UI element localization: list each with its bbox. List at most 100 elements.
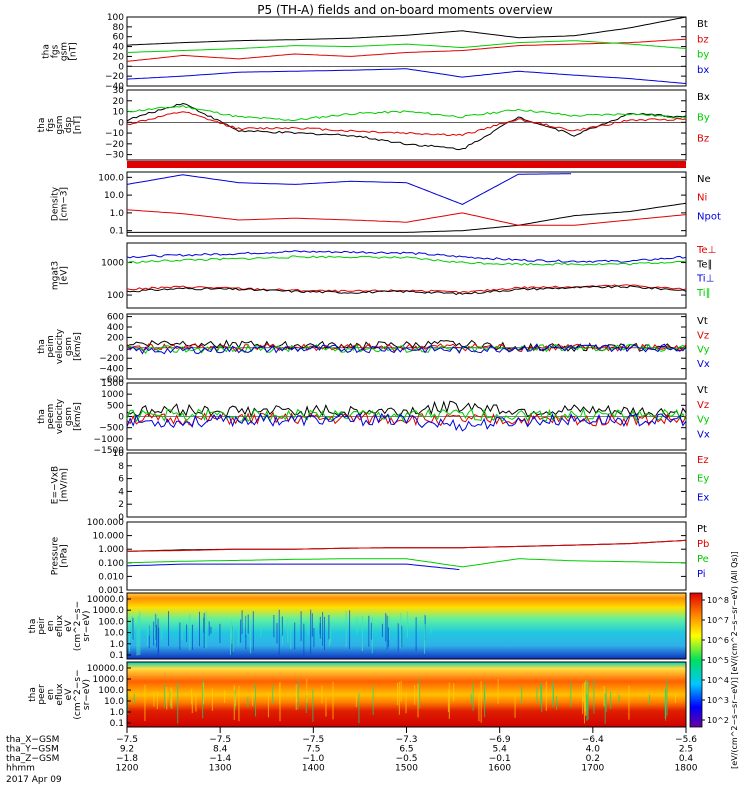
series-line-Bx — [126, 102, 687, 151]
ytick-label: 1000 — [101, 259, 124, 269]
series-line-Ne — [127, 202, 687, 233]
ytick-label: 0 — [118, 513, 124, 523]
ytick-label: −1500 — [94, 446, 125, 456]
xaxis-value: −1.4 — [209, 754, 231, 764]
colorbar — [689, 592, 703, 728]
ylabel-electron_spectrogram: (cm^2−s− — [73, 669, 83, 719]
ylabel-electron_velocity: [km/s] — [73, 402, 83, 431]
series-line-bx — [126, 68, 687, 84]
ytick-label: 60 — [113, 33, 125, 43]
ytick-label: −10 — [105, 129, 124, 139]
ytick-label: 10.0 — [104, 697, 124, 707]
ytick-label: 1.0 — [110, 708, 125, 718]
xaxis-value: 1200 — [116, 764, 139, 774]
ytick-label: 1000.0 — [93, 606, 125, 616]
mode-bar — [127, 161, 686, 168]
ylabel-temperature: [eV] — [60, 266, 70, 285]
ytick-label: 600 — [107, 313, 124, 323]
series-line-Pi — [126, 563, 460, 571]
ytick-label: 100.0 — [98, 173, 124, 183]
xaxis-row-label: tha_Y−GSM — [6, 745, 59, 755]
ylabel-fgs_comp: dsp — [64, 117, 74, 133]
ytick-label: 100 — [107, 13, 124, 23]
ylabel-fgs_comp: fgs — [46, 118, 56, 132]
ytick-label: 100.0 — [98, 686, 124, 696]
ytick-label: −500 — [99, 424, 124, 434]
ylabel-ion_velocity: peim — [46, 335, 56, 358]
xaxis-value: −0.1 — [489, 754, 511, 764]
ylabel-ion_spectrogram: (cm^2−s− — [73, 601, 83, 651]
xaxis-row-label: tha_Z−GSM — [6, 754, 59, 764]
ytick-label: 20 — [113, 52, 125, 62]
xaxis-value: 1700 — [581, 764, 604, 774]
legend-efield-Ey: Ey — [697, 474, 709, 485]
ylabel-electron_velocity: gsm — [64, 407, 74, 426]
ylabel-ion_spectrogram: tha — [28, 619, 38, 634]
ylabel-fgs_comp: tha — [37, 118, 47, 133]
ytick-label: 100.0 — [98, 617, 124, 627]
xaxis-value: 2.5 — [679, 745, 693, 755]
ytick-label: 10 — [113, 108, 125, 118]
xaxis-value: 4.0 — [586, 745, 601, 755]
ylabel-ion_spectrogram: peir — [37, 617, 47, 635]
xaxis-value: 1600 — [488, 764, 511, 774]
ytick-label: 100 — [107, 291, 124, 301]
ylabel-pressure: [nPa] — [60, 544, 70, 567]
ytick-label: −20 — [105, 72, 124, 82]
series-line-Ni — [126, 209, 687, 226]
ytick-label: −200 — [99, 354, 124, 364]
xaxis-value: 8.4 — [213, 745, 228, 755]
ylabel-ion_velocity: gsm — [64, 337, 74, 356]
ytick-label: 10.000 — [93, 532, 125, 542]
ytick-label: 0.001 — [98, 586, 124, 596]
series-line-Pe — [126, 558, 687, 568]
xaxis-value: −6.4 — [582, 735, 604, 745]
xaxis-value: 0.2 — [586, 754, 600, 764]
ylabel-ion_spectrogram: sr−eV) — [82, 610, 92, 641]
xaxis-value: −7.5 — [116, 735, 138, 745]
series-line-Bt — [126, 16, 687, 46]
xaxis-value: −7.5 — [302, 735, 324, 745]
ytick-label: 10000.0 — [87, 595, 124, 605]
ytick-label: −1000 — [94, 435, 125, 445]
colorbar-tick-label: 10^2 — [707, 716, 729, 725]
colorbar-tick-label: 10^5 — [707, 656, 729, 665]
ylabel-electron_spectrogram: tha — [28, 687, 38, 702]
ylabel-electron_spectrogram: en — [46, 689, 56, 700]
series-line-Vt — [126, 339, 687, 353]
colorbar-tick-label: 10^4 — [707, 676, 729, 685]
ytick-label: 1.0 — [110, 209, 125, 219]
series-line-Vy — [126, 407, 687, 423]
legend-temperature-Ti∥: Ti∥ — [696, 288, 711, 299]
series-line-Te∥ — [126, 285, 687, 296]
ylabel-fgs_comp: gsm — [55, 115, 65, 134]
xaxis-value: 1300 — [209, 764, 232, 774]
ylabel-electron_velocity: tha — [37, 409, 47, 424]
legend-efield-Ex: Ex — [697, 492, 709, 503]
legend-temperature-Te⊥: Te⊥ — [696, 245, 716, 256]
ytick-label: 80 — [113, 23, 125, 33]
figure-title: P5 (TH-A) fields and on-board moments ov… — [257, 3, 553, 17]
ylabel-fgs_btotal: tha — [42, 44, 52, 59]
xaxis-value: −1.8 — [116, 754, 138, 764]
ytick-label: 2 — [118, 500, 124, 510]
ylabel-ion_spectrogram: eflux — [55, 614, 65, 637]
legend-fgs_btotal-bz: bz — [697, 34, 709, 45]
legend-electron_velocity-Vy: Vy — [697, 415, 710, 426]
legend-electron_velocity-Vz: Vz — [697, 400, 709, 411]
series-line-bz — [126, 38, 687, 62]
ylabel-electron_spectrogram: sr−eV) — [82, 679, 92, 710]
spectrogram-ion_spectrogram — [127, 593, 686, 659]
legend-density-Ne: Ne — [697, 174, 711, 185]
ytick-label: 0 — [118, 413, 124, 423]
ytick-label: 0.1 — [110, 651, 124, 661]
panel-frame — [126, 242, 687, 309]
ytick-label: 500 — [107, 401, 124, 411]
series-line-Vx — [126, 343, 687, 355]
panel-frame — [126, 171, 687, 237]
xaxis-value: 9.2 — [120, 745, 134, 755]
ylabel-density: [cm−3] — [60, 187, 70, 221]
ytick-label: 0.1 — [110, 719, 124, 729]
xaxis-date: 2017 Apr 09 — [6, 775, 62, 785]
legend-fgs_btotal-by: by — [697, 50, 709, 61]
